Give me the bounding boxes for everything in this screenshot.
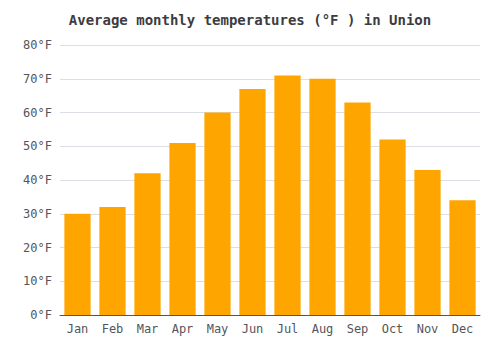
svg-text:50°F: 50°F [23, 139, 52, 153]
svg-text:Oct: Oct [382, 322, 404, 336]
svg-text:Average monthly temperatures (: Average monthly temperatures (°F ) in Un… [69, 12, 431, 28]
svg-text:Feb: Feb [102, 322, 124, 336]
svg-text:Nov: Nov [417, 322, 439, 336]
svg-text:20°F: 20°F [23, 241, 52, 255]
svg-text:Aug: Aug [312, 322, 334, 336]
svg-text:0°F: 0°F [30, 308, 52, 322]
svg-text:May: May [207, 322, 229, 336]
svg-text:30°F: 30°F [23, 207, 52, 221]
svg-text:40°F: 40°F [23, 173, 52, 187]
svg-text:10°F: 10°F [23, 274, 52, 288]
svg-text:80°F: 80°F [23, 38, 52, 52]
svg-text:Jun: Jun [242, 322, 264, 336]
svg-text:Jul: Jul [277, 322, 299, 336]
svg-text:Sep: Sep [347, 322, 369, 336]
svg-text:Jan: Jan [67, 322, 89, 336]
svg-text:Mar: Mar [137, 322, 159, 336]
svg-text:Dec: Dec [452, 322, 474, 336]
svg-text:60°F: 60°F [23, 106, 52, 120]
svg-text:Apr: Apr [172, 322, 194, 336]
svg-text:70°F: 70°F [23, 72, 52, 86]
